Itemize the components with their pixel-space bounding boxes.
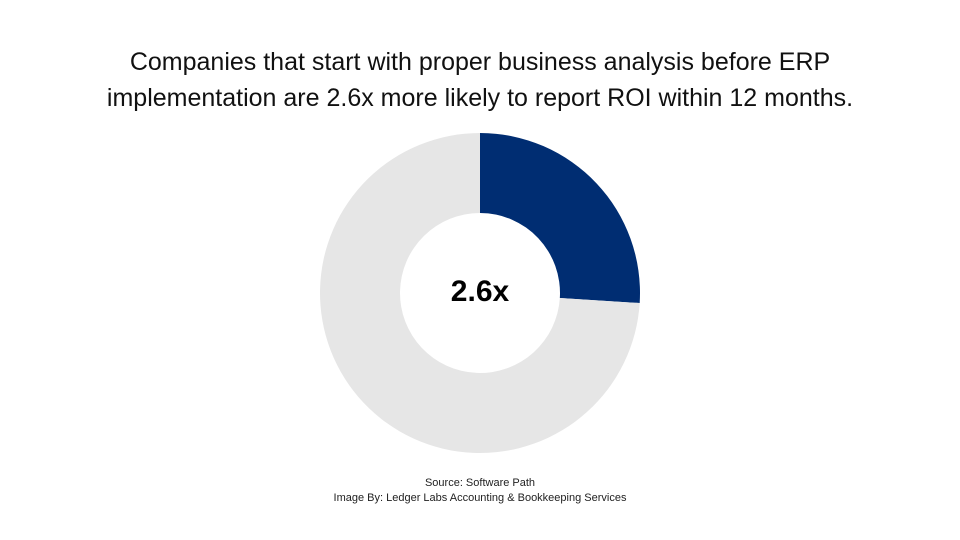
chart-title-line-1: Companies that start with proper busines… (129, 48, 831, 76)
donut-slice-1 (320, 133, 640, 453)
donut-center-label: 2.6x (451, 275, 510, 308)
chart-footer: Source: Software Path Image By: Ledger L… (0, 476, 960, 506)
chart-title-line-2: implementation are 2.6x more likely to r… (106, 84, 854, 112)
donut-slice-0 (480, 133, 640, 304)
chart-title: Companies that start with proper busines… (0, 44, 960, 116)
source-note: Source: Software Path (424, 477, 536, 489)
donut-slices (320, 133, 640, 453)
image-credit: Image By: Ledger Labs Accounting & Bookk… (333, 492, 627, 504)
